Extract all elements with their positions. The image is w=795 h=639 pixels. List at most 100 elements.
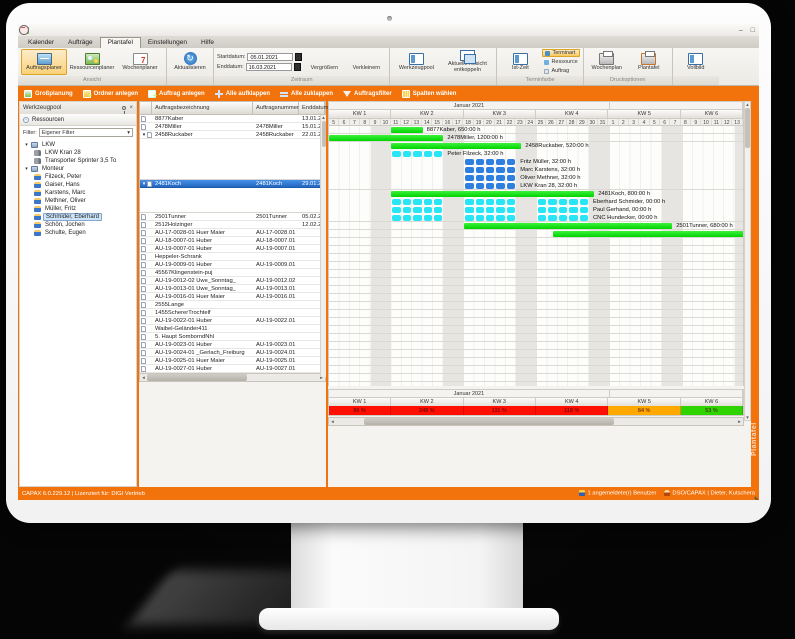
gantt-pill[interactable] [434,207,443,213]
gantt-pill[interactable] [569,215,578,221]
order-row[interactable]: AU-19-0027-01 Huber AU-19-0027.01 [140,365,325,373]
order-row[interactable]: 5. Haupt SomborndNhl [140,333,325,341]
tree-item[interactable]: LKW Kran 28 [20,149,136,157]
menu-item-hilfe[interactable]: Hilfe [200,39,214,46]
order-row[interactable]: AU-19-0012-02 Uwe_Sonntag_ AU-19-0012.02 [140,277,325,285]
actionbar-item[interactable]: Alle aufklappen [214,89,270,98]
menu-item-aufträge[interactable]: Aufträge [68,39,93,46]
aktualisieren-button[interactable]: ↻ Aktualisieren [170,49,210,75]
actionbar-item[interactable]: Auftrag anlegen [148,89,205,100]
gantt-pill[interactable] [402,151,412,157]
actionbar-item[interactable]: Alle zuklappen [280,90,333,98]
row-expander-icon[interactable]: ▾ [142,131,146,138]
ressourcen-header[interactable]: - Ressourcen [20,114,136,126]
row-expander-icon[interactable]: ▾ [142,180,146,187]
entkoppeln-button[interactable]: Aktuelle Ansicht entkoppeln [441,49,493,75]
terminart-button[interactable]: Terminart [542,49,580,57]
gantt-pill[interactable] [579,207,588,213]
order-row[interactable]: ▾ 2481Koch 2481Koch 29.01.2021 [140,180,325,188]
gantt-pill[interactable] [413,199,422,205]
gantt-pill[interactable] [538,207,547,213]
ressourcenplaner-button[interactable]: Ressourcenplaner [69,49,115,75]
gantt-pill[interactable] [506,159,516,165]
menu-item-einstellungen[interactable]: Einstellungen [147,39,187,46]
gantt-pill[interactable] [423,215,432,221]
order-row[interactable]: Waibel-Geländer411 [140,325,325,333]
gantt-hscrollbar[interactable]: ◄ ► [328,417,744,426]
order-row[interactable]: 2501Tunner 2501Tunner 05.02.2021 [140,213,325,221]
gantt-scroll-up-icon[interactable]: ▲ [745,102,750,107]
orders-vscrollbar[interactable]: ▲ [320,115,326,377]
wochenplaner-button[interactable]: Wochenplaner [117,49,163,75]
gantt-pill[interactable] [402,215,412,221]
tree-item[interactable]: Karstens, Marc [20,189,136,197]
gantt-pill[interactable] [465,175,474,181]
vergroessern-button[interactable]: Vergrößern [304,49,759,500]
order-row[interactable]: AU-19-0023-01 Huber AU-19-0023.01 [140,341,325,349]
order-row[interactable]: AU-19-0013-01 Uwe_Sonntag_ AU-19-0013.01 [140,285,325,293]
gantt-pill[interactable] [434,215,443,221]
vollbild-button[interactable]: Vollbild [676,49,716,75]
scroll-up-icon[interactable]: ▲ [321,115,326,120]
scroll-left-icon[interactable]: ◄ [141,375,146,380]
gantt-pill[interactable] [506,183,516,189]
gantt-pill[interactable] [465,159,474,165]
gantt-pill[interactable] [569,199,578,205]
gantt-scroll-down-icon[interactable]: ▼ [745,415,750,420]
gantt-bar[interactable] [552,231,743,237]
gantt-pill[interactable] [392,199,401,205]
ressource-button[interactable]: Ressource [542,58,579,66]
ist-zeit-button[interactable]: Ist-Zeit [500,49,540,75]
gantt-pill[interactable] [558,215,568,221]
gantt-pill[interactable] [423,207,432,213]
gantt-pill[interactable] [486,199,495,205]
gantt-pill[interactable] [558,207,568,213]
werkzeugpool-button[interactable]: Werkzeugpool [393,49,439,75]
order-row[interactable]: AU-19-0025-01 Huer Maier AU-19-0025.01 [140,357,325,365]
gantt-pill[interactable] [465,207,474,213]
gantt-pill[interactable] [475,199,484,205]
gantt-pill[interactable] [434,151,443,157]
order-row[interactable]: 8877Kaber 13.01.2021 [140,115,325,123]
auftrag-button[interactable]: Auftrag [542,67,579,75]
gantt-pill[interactable] [486,183,495,189]
gantt-pill[interactable] [486,215,495,221]
filter-dropdown[interactable]: Eigener Filter ▾ [38,128,133,137]
gantt-pill[interactable] [475,183,484,189]
gantt-pill[interactable] [413,215,422,221]
order-row[interactable]: AU-19-0024-01 _Gerlach_Freiburg AU-19-002… [140,349,325,357]
orders-hscroll-thumb[interactable] [147,374,247,381]
tree-item[interactable]: Gaiser, Hans [20,181,136,189]
gantt-bar[interactable] [464,223,673,229]
gantt-bar[interactable] [391,191,595,197]
verkleinern-button[interactable]: Verkleinern [346,49,759,500]
gantt-pill[interactable] [506,167,516,173]
auftragsplaner-button[interactable]: Auftragsplaner [21,49,67,75]
gantt-pill[interactable] [496,207,505,213]
order-row[interactable]: AU-17-0028-01 Huer Maier AU-17-0028.01 [140,229,325,237]
startdatum-picker-icon[interactable] [295,53,303,61]
gantt-pill[interactable] [506,207,516,213]
menu-item-plantafel[interactable]: Plantafel [99,37,141,48]
tree-item[interactable]: ▾ Monteur [20,165,136,173]
menu-item-kalender[interactable]: Kalender [28,39,55,46]
tree-expander-icon[interactable]: ▾ [25,166,28,172]
gantt-scroll-right-icon[interactable]: ► [737,419,742,424]
gantt-pill[interactable] [392,215,401,221]
gantt-pill[interactable] [538,215,547,221]
gantt-scroll-left-icon[interactable]: ◄ [330,419,335,424]
order-row[interactable]: AU-19-0016-01 Huer Maier AU-19-0016.01 [140,293,325,301]
orders-vscroll-thumb[interactable] [321,121,326,147]
tree-expander-icon[interactable]: ▾ [25,142,28,148]
gantt-pill[interactable] [496,215,505,221]
gantt-pill[interactable] [465,167,474,173]
actionbar-item[interactable]: Großplanung [24,89,73,98]
tree-item[interactable]: Methner, Oliver [20,197,136,205]
gantt-pill[interactable] [538,199,547,205]
gantt-pill[interactable] [392,151,401,157]
gantt-pill[interactable] [496,167,505,173]
gantt-hscroll-thumb[interactable] [364,418,614,425]
order-row[interactable]: AU-19-0022-01 Huber AU-19-0022.01 [140,317,325,325]
order-row[interactable]: 2512Holzinger 12.02.2021 [140,221,325,229]
gantt-vscrollbar[interactable]: ▲ ▼ [744,101,751,421]
